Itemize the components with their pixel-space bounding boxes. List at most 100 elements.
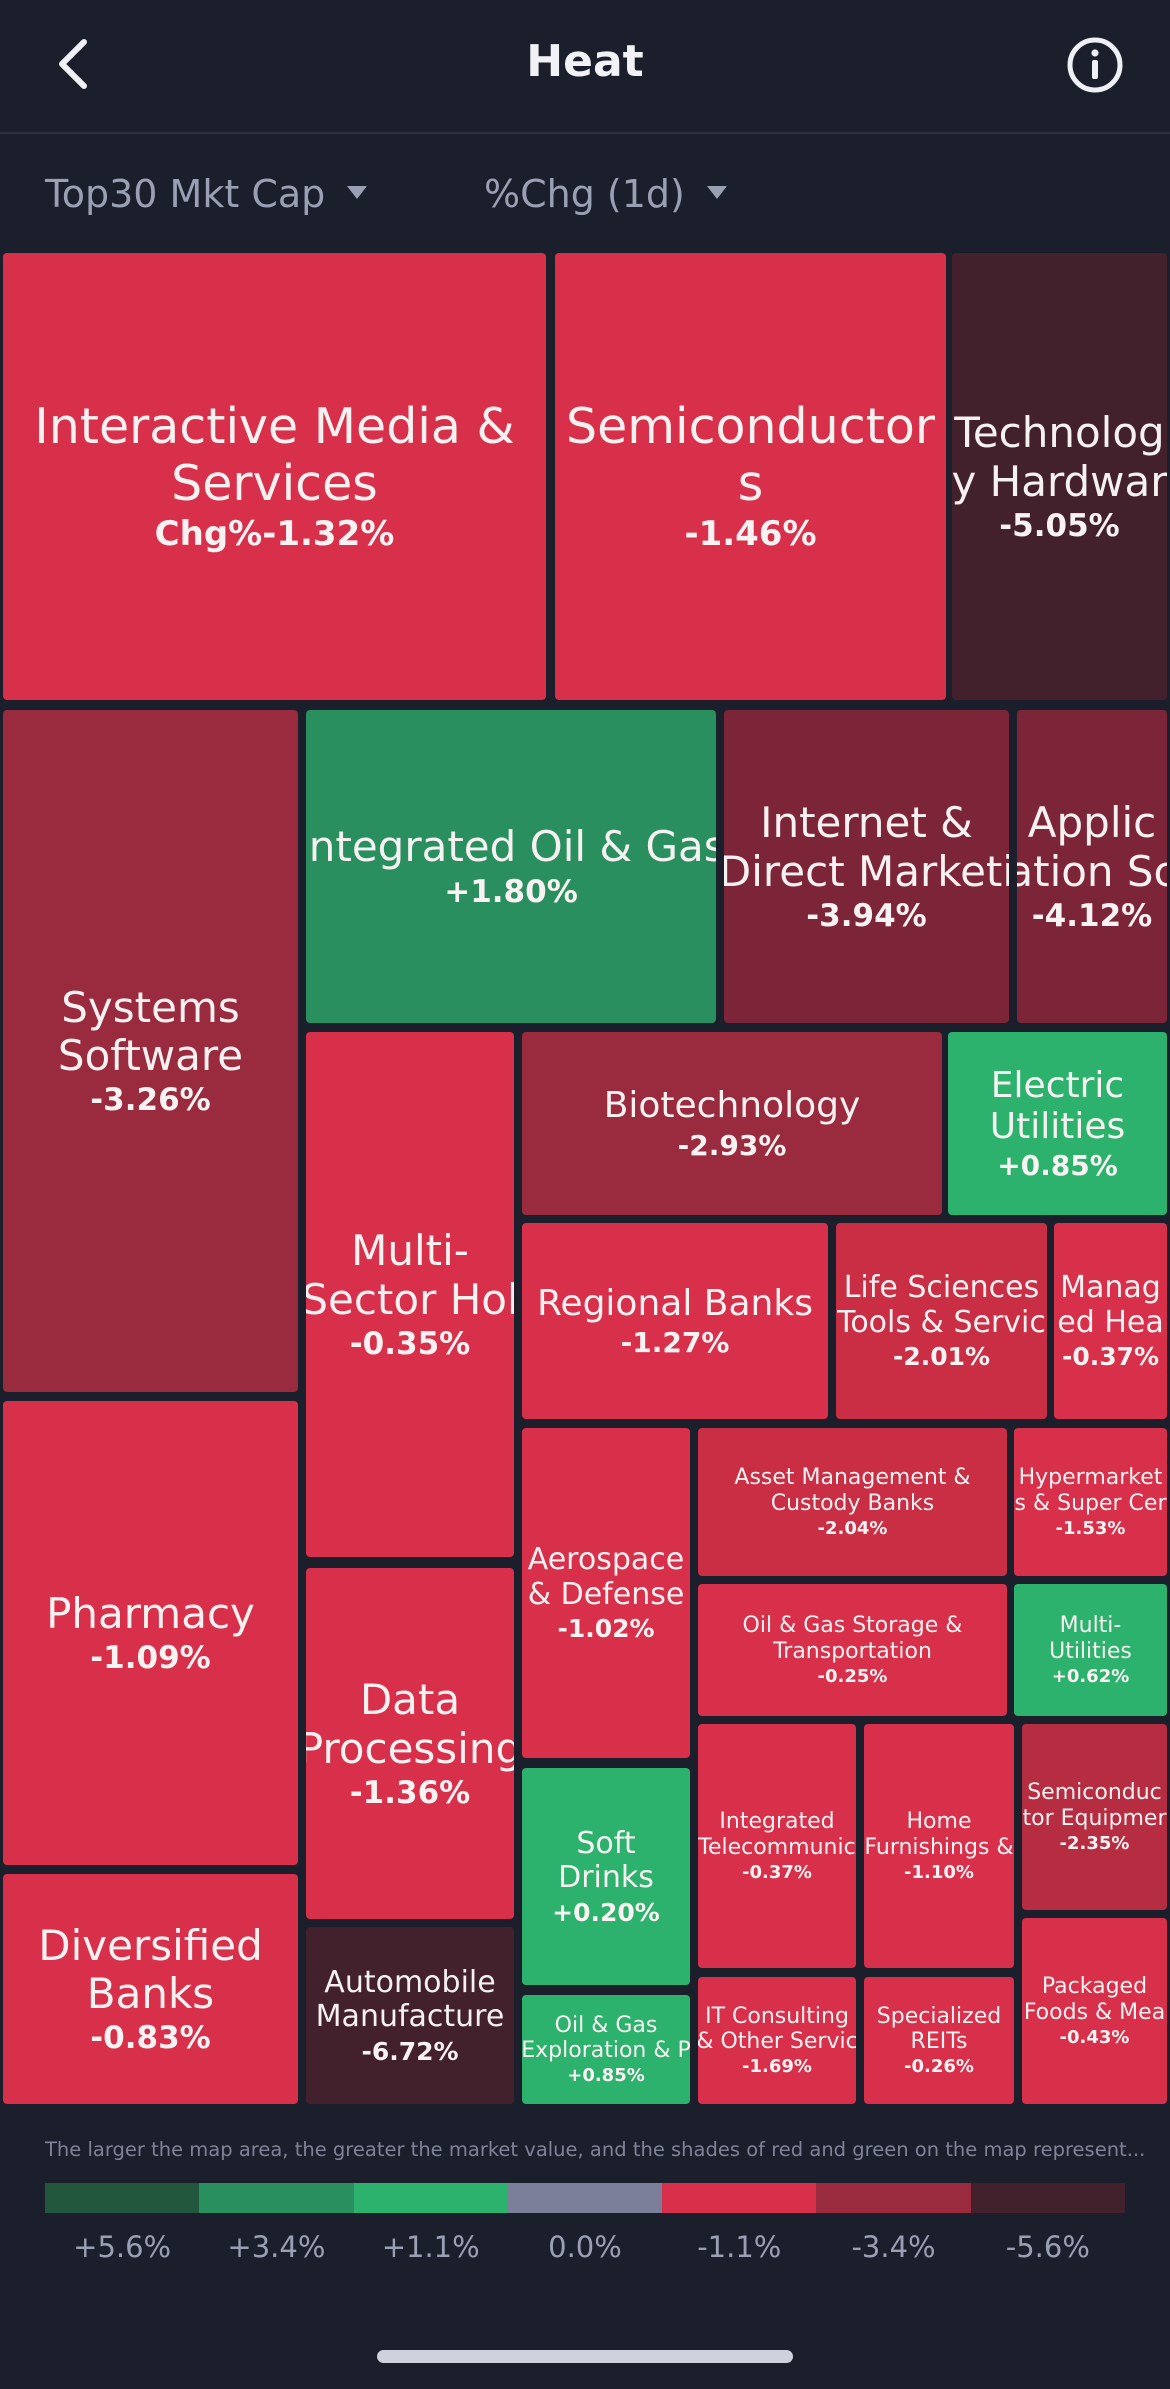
tile-change-value: +1.80% — [444, 873, 578, 910]
scope-dropdown[interactable]: Top30 Mkt Cap — [45, 172, 368, 216]
heatmap-tile[interactable]: Data Processing -1.36% — [306, 1568, 514, 1919]
tile-change-value: -0.26% — [904, 2056, 974, 2078]
heatmap-tile[interactable]: Semiconductor s -1.46% — [555, 253, 946, 700]
tile-change-value: -2.93% — [677, 1128, 787, 1162]
heatmap-tile[interactable]: Electric Utilities +0.85% — [948, 1032, 1167, 1215]
tile-sector-name: Data Processing — [306, 1675, 514, 1773]
tile-change-value: -4.12% — [1031, 897, 1153, 934]
tile-sector-name: Internet & Direct Marketi — [724, 798, 1009, 896]
heatmap-tile[interactable]: Internet & Direct Marketi -3.94% — [724, 710, 1009, 1023]
metric-dropdown[interactable]: %Chg (1d) — [484, 172, 727, 216]
heatmap-tile[interactable]: Semiconduc tor Equipmer -2.35% — [1022, 1724, 1167, 1910]
tile-change-value: -1.09% — [90, 1640, 211, 1677]
tile-sector-name: Biotechnology — [603, 1085, 861, 1127]
tile-sector-name: Regional Banks — [537, 1282, 813, 1324]
home-indicator — [377, 2350, 793, 2363]
header-divider — [0, 132, 1170, 134]
tile-sector-name: Home Furnishings & — [864, 1809, 1014, 1860]
tile-sector-name: Systems Software — [57, 982, 244, 1080]
tile-change-value: -1.53% — [1055, 1517, 1126, 1539]
heatmap-tile[interactable]: Biotechnology -2.93% — [522, 1032, 942, 1215]
legend-swatch — [816, 2183, 971, 2213]
legend-note: The larger the map area, the greater the… — [45, 2138, 1146, 2161]
heatmap-tile[interactable]: Soft Drinks +0.20% — [522, 1768, 690, 1985]
tile-sector-name: Integrated Telecommunic — [698, 1809, 856, 1860]
tile-sector-name: Integrated Oil & Gas — [306, 822, 716, 872]
tile-change-value: -0.37% — [742, 1861, 812, 1883]
heatmap-tile[interactable]: Interactive Media & Services Chg%-1.32% — [3, 253, 546, 700]
tile-change-value: -3.94% — [806, 897, 927, 934]
heatmap-tile[interactable]: Pharmacy -1.09% — [3, 1401, 298, 1865]
heatmap-tile[interactable]: Automobile Manufacture -6.72% — [306, 1927, 514, 2104]
heatmap-tile[interactable]: Integrated Telecommunic -0.37% — [698, 1724, 856, 1968]
tile-sector-name: Diversified Banks — [38, 1920, 263, 2018]
tile-sector-name: Soft Drinks — [558, 1825, 654, 1895]
tile-change-value: Chg%-1.32% — [154, 513, 395, 554]
legend-color-bar — [45, 2183, 1125, 2213]
heatmap-tile[interactable]: Manag ed Hea -0.37% — [1054, 1223, 1167, 1419]
heatmap-tile[interactable]: Multi- Sector Hol -0.35% — [306, 1032, 514, 1557]
page-title: Heat — [526, 36, 644, 87]
info-circle-icon[interactable] — [1066, 36, 1124, 94]
legend-labels: +5.6% +3.4% +1.1% 0.0% -1.1% -3.4% -5.6% — [45, 2230, 1125, 2264]
tile-change-value: -0.35% — [349, 1325, 471, 1362]
tile-sector-name: Interactive Media & Services — [34, 398, 515, 512]
tile-change-value: -0.83% — [90, 2020, 211, 2057]
metric-dropdown-label: %Chg (1d) — [484, 172, 685, 216]
tile-change-value: -6.72% — [361, 2036, 459, 2066]
heatmap-tile[interactable]: IT Consulting & Other Servic -1.69% — [698, 1977, 856, 2104]
tile-sector-name: Automobile Manufacture — [315, 1964, 505, 2034]
heatmap-tile[interactable]: Systems Software -3.26% — [3, 710, 298, 1392]
legend-swatch — [353, 2183, 508, 2213]
heatmap-tile[interactable]: Diversified Banks -0.83% — [3, 1874, 298, 2104]
tile-change-value: -5.05% — [999, 507, 1120, 544]
tile-sector-name: Multi- Utilities — [1049, 1613, 1132, 1664]
legend-swatch — [662, 2183, 817, 2213]
heatmap-tile[interactable]: Home Furnishings & -1.10% — [864, 1724, 1014, 1968]
chevron-left-icon[interactable] — [46, 34, 106, 94]
tile-sector-name: Oil & Gas Storage & Transportation — [742, 1613, 963, 1664]
legend-label: -3.4% — [851, 2230, 936, 2264]
heatmap-tile[interactable]: Asset Management & Custody Banks -2.04% — [698, 1428, 1007, 1576]
tile-change-value: -0.43% — [1059, 2026, 1130, 2048]
legend-swatch — [970, 2183, 1125, 2213]
heatmap-tile[interactable]: Oil & Gas Storage & Transportation -0.25% — [698, 1584, 1007, 1716]
tile-change-value: +0.85% — [567, 2065, 645, 2087]
tile-change-value: -2.04% — [817, 1517, 888, 1539]
heatmap-tile[interactable]: Life Sciences Tools & Servic -2.01% — [836, 1223, 1047, 1419]
top-bar: Heat — [0, 0, 1170, 132]
heatmap-tile[interactable]: Packaged Foods & Mea -0.43% — [1022, 1918, 1167, 2104]
scope-dropdown-label: Top30 Mkt Cap — [45, 172, 326, 216]
heatmap-tile[interactable]: Oil & Gas Exploration & P +0.85% — [522, 1995, 690, 2104]
legend-label: -5.6% — [1005, 2230, 1090, 2264]
heatmap-tile[interactable]: Technolog y Hardwar -5.05% — [952, 253, 1167, 700]
heatmap-tile[interactable]: Integrated Oil & Gas +1.80% — [306, 710, 716, 1023]
tile-change-value: -2.01% — [892, 1342, 991, 1371]
tile-sector-name: Oil & Gas Exploration & P — [522, 2012, 690, 2063]
tile-change-value: -1.10% — [904, 1861, 974, 1883]
tile-sector-name: Aerospace & Defense — [527, 1542, 685, 1612]
tile-change-value: -1.69% — [742, 2056, 812, 2078]
heatmap-tile[interactable]: Multi- Utilities +0.62% — [1014, 1584, 1167, 1716]
heatmap-tile[interactable]: Regional Banks -1.27% — [522, 1223, 828, 1419]
tile-sector-name: Life Sciences Tools & Servic — [837, 1270, 1046, 1340]
tile-sector-name: Multi- Sector Hol — [306, 1226, 514, 1324]
tile-change-value: -1.27% — [620, 1326, 730, 1360]
tile-sector-name: Technolog y Hardwar — [952, 408, 1167, 506]
heatmap: Interactive Media & Services Chg%-1.32% Se… — [0, 250, 1170, 2108]
tile-sector-name: Electric Utilities — [989, 1064, 1126, 1147]
caret-down-icon — [347, 186, 368, 199]
heatmap-tile[interactable]: Specialized REITs -0.26% — [864, 1977, 1014, 2104]
heatmap-tile[interactable]: Hypermarket s & Super Cer -1.53% — [1014, 1428, 1167, 1576]
legend-label: -1.1% — [697, 2230, 782, 2264]
tile-sector-name: Packaged Foods & Mea — [1023, 1974, 1166, 2025]
tile-sector-name: Asset Management & Custody Banks — [734, 1465, 971, 1516]
tile-sector-name: Semiconduc tor Equipmer — [1022, 1780, 1167, 1831]
legend-label: +1.1% — [381, 2230, 480, 2264]
tile-sector-name: Semiconductor s — [565, 398, 935, 512]
tile-sector-name: Manag ed Hea — [1057, 1270, 1164, 1340]
heatmap-tile[interactable]: Applic ation Sc -4.12% — [1017, 710, 1167, 1023]
legend-swatch — [507, 2183, 663, 2213]
heatmap-tile[interactable]: Aerospace & Defense -1.02% — [522, 1428, 690, 1758]
legend-swatch — [199, 2183, 354, 2213]
